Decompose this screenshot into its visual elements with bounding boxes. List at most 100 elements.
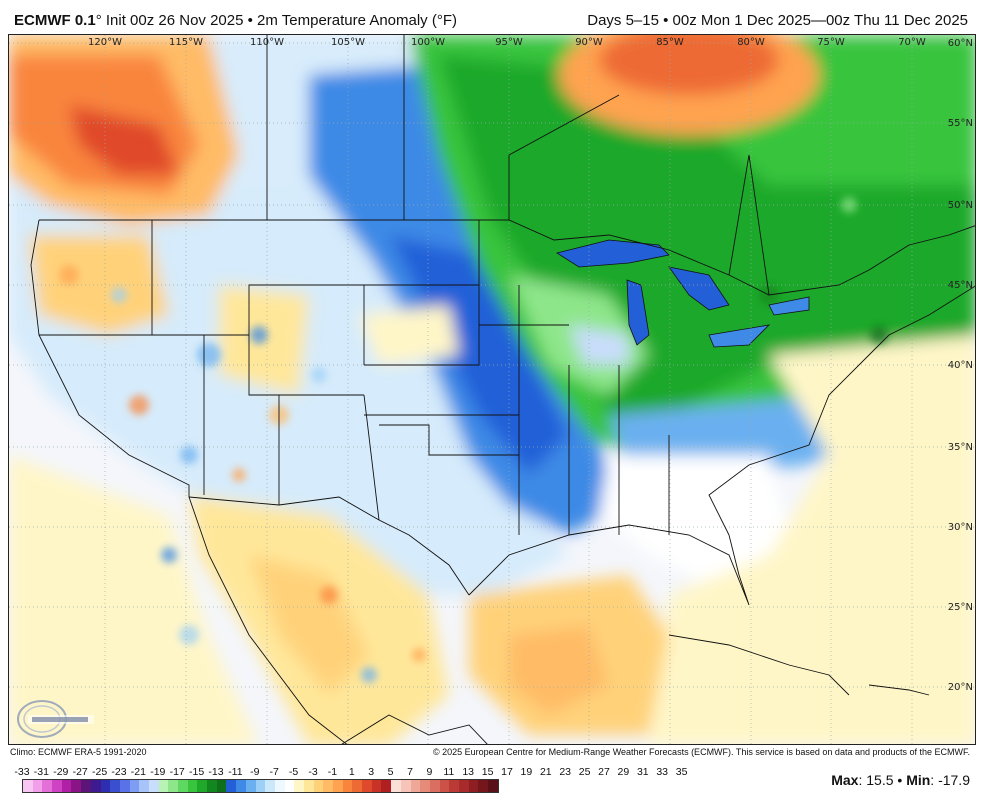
colorbar-label: 17 [501, 766, 513, 778]
colorbar-swatch [371, 780, 382, 792]
lon-label: 80°W [737, 37, 765, 48]
colorbar-label: 33 [656, 766, 669, 778]
colorbar-swatch [42, 780, 53, 792]
colorbar-label: -15 [189, 766, 205, 778]
colorbar-label: -21 [130, 766, 146, 778]
colorbar-swatch [236, 780, 246, 792]
colorbar-swatch [197, 780, 208, 792]
colorbar-label: -1 [327, 766, 338, 778]
colorbar-label: 13 [462, 766, 475, 778]
colorbar-label: 27 [598, 766, 610, 778]
colorbar-swatch [439, 780, 450, 792]
colorbar-swatch [391, 780, 401, 792]
colorbar-label: 3 [368, 766, 375, 778]
colorbar-swatch [52, 780, 62, 792]
colorbar-swatch [449, 780, 459, 792]
colorbar-label: 5 [387, 766, 394, 778]
gulf-coast [468, 524, 750, 606]
colorbar-swatch [226, 780, 237, 792]
colorbar-label: -33 [14, 766, 30, 778]
colorbar-label: -23 [111, 766, 127, 778]
colorbar-swatch [352, 780, 363, 792]
colorbar-legend: -33 -31 -29 -27 -25 -23 -21 -19 -17 -15 -13 -11 -9 -7… [14, 766, 704, 796]
max-value: : 15.5 [858, 772, 894, 788]
colorbar-swatch [274, 780, 285, 792]
lon-label: 95°W [495, 37, 523, 48]
longitude-labels: 120°W 115°W 110°W 105°W 100°W 95°W 90°W … [88, 37, 926, 48]
colorbar-swatch [81, 780, 91, 792]
lon-label: 70°W [898, 37, 926, 48]
colorbar-label: 11 [443, 766, 455, 778]
colorbar-swatch [129, 780, 140, 792]
us-east-coast [708, 285, 975, 536]
colorbar-swatch [255, 780, 266, 792]
lon-label: 90°W [575, 37, 603, 48]
climo-note: Climo: ECMWF ERA-5 1991-2020 [10, 747, 147, 757]
lat-label: 40°N [948, 360, 973, 371]
colorbar-label: -3 [308, 766, 318, 778]
colorbar-swatch [362, 780, 372, 792]
great-lakes [555, 239, 810, 348]
colorbar-swatch [119, 780, 130, 792]
lon-label: 100°W [411, 37, 445, 48]
colorbar-swatch [178, 780, 188, 792]
colorbar-swatch [468, 780, 479, 792]
state-lines [39, 220, 670, 535]
terrain-texture [59, 197, 888, 683]
mexico-coast [188, 496, 488, 744]
colorbar-label: 31 [636, 766, 649, 778]
colorbar-label: 15 [481, 766, 494, 778]
map-title: ECMWF 0.1° Init 00z 26 Nov 2025 • 2m Tem… [14, 12, 457, 29]
colorbar-swatch [61, 780, 72, 792]
colorbar-label: -31 [33, 766, 49, 778]
colorbar-swatch [187, 780, 198, 792]
stats-separator: • [893, 772, 907, 788]
colorbar-label: 35 [675, 766, 688, 778]
latitude-labels: 60°N 55°N 50°N 45°N 40°N 35°N 30°N 25°N … [948, 38, 973, 693]
header: ECMWF 0.1° Init 00z 26 Nov 2025 • 2m Tem… [0, 0, 984, 34]
lat-label: 55°N [948, 118, 973, 129]
colorbar-label: -11 [228, 766, 243, 778]
lat-label: 25°N [948, 602, 973, 613]
colorbar-label: 7 [407, 766, 413, 778]
colorbar-label: -29 [53, 766, 69, 778]
colorbar-label: -19 [150, 766, 166, 778]
colorbar-label: 23 [559, 766, 572, 778]
canada-provinces [266, 35, 770, 296]
lon-label: 115°W [169, 37, 203, 48]
colorbar-swatch [488, 780, 498, 792]
colorbar-label: -7 [269, 766, 279, 778]
weatherbell-logo [17, 700, 94, 738]
anomaly-field [9, 35, 975, 744]
us-canada-border [39, 219, 975, 296]
colorbar-swatch [410, 780, 421, 792]
lon-label: 110°W [250, 37, 284, 48]
colorbar-swatch [420, 780, 430, 792]
colorbar-label: 29 [617, 766, 630, 778]
colorbar-swatch [100, 780, 111, 792]
colorbar-swatch [342, 780, 353, 792]
colorbar-label: 19 [520, 766, 533, 778]
min-value: : -17.9 [930, 772, 970, 788]
colorbar-label: 25 [578, 766, 591, 778]
colorbar-swatch [139, 780, 149, 792]
colorbar-label: -13 [208, 766, 224, 778]
lat-label: 60°N [948, 38, 973, 49]
colorbar-swatch [303, 780, 314, 792]
colorbar-label: -5 [288, 766, 299, 778]
colorbar-swatch [400, 780, 411, 792]
colorbar-swatch [381, 780, 392, 792]
init-description: ° Init 00z 26 Nov 2025 • 2m Temperature … [95, 12, 457, 29]
colorbar-swatch [265, 780, 275, 792]
colorbar-label: -25 [92, 766, 108, 778]
colorbar-labels: -33 -31 -29 -27 -25 -23 -21 -19 -17 -15 -13 -11 -9 -7… [14, 766, 704, 778]
valid-period: Days 5–15 • 00z Mon 1 Dec 2025—00z Thu 1… [587, 12, 968, 29]
model-name: ECMWF 0.1 [14, 12, 96, 29]
colorbar-swatch [23, 780, 33, 792]
colorbar-label: -17 [169, 766, 185, 778]
colorbar-swatch [323, 780, 333, 792]
colorbar-swatch [207, 780, 217, 792]
colorbar-swatch [245, 780, 256, 792]
colorbar-swatch [294, 780, 304, 792]
lon-label: 75°W [817, 37, 845, 48]
